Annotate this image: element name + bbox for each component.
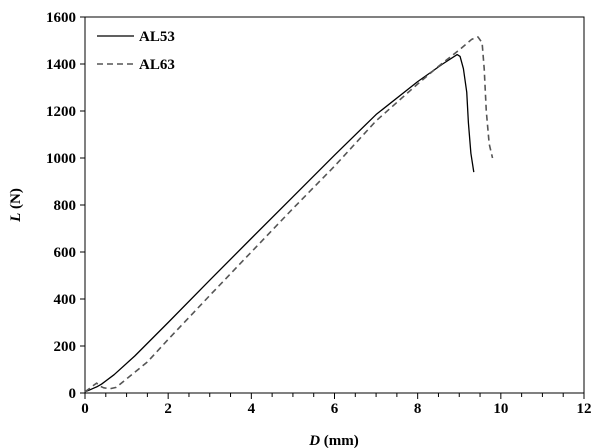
x-axis-unit: (mm) [320, 433, 359, 448]
x-tick-label: 6 [331, 401, 339, 417]
plot-frame [84, 16, 585, 394]
x-tick-label: 4 [248, 401, 256, 417]
y-tick-label: 1600 [46, 10, 76, 26]
y-axis-tick-labels: 0 200 400 600 800 1000 1200 1400 1600 [46, 10, 76, 402]
y-tick-label: 400 [54, 292, 77, 308]
y-tick-label: 1200 [46, 104, 76, 120]
x-tick-label: 12 [577, 401, 592, 417]
plot-area [84, 16, 585, 394]
legend-label-al63: AL63 [139, 57, 175, 73]
y-tick-label: 1000 [46, 151, 76, 167]
x-tick-label: 10 [493, 401, 508, 417]
x-axis-tick-labels: 0 2 4 6 8 10 12 [81, 401, 591, 417]
y-axis-var: L [8, 213, 24, 223]
y-axis-ticks [80, 16, 85, 394]
x-axis-title: D (mm) [308, 433, 359, 448]
x-tick-label: 2 [164, 401, 172, 417]
x-tick-label: 8 [414, 401, 422, 417]
legend-label-al53: AL53 [139, 29, 175, 45]
legend: AL53 AL63 [97, 29, 175, 73]
x-tick-label: 0 [81, 401, 89, 417]
y-tick-label: 200 [54, 339, 77, 355]
y-axis-unit: (N) [8, 188, 24, 213]
series-layer [84, 36, 494, 393]
y-tick-label: 0 [69, 386, 77, 402]
x-axis-var: D [308, 433, 320, 448]
y-tick-label: 800 [54, 198, 77, 214]
x-axis-ticks [84, 393, 585, 399]
y-tick-label: 600 [54, 245, 77, 261]
y-axis-title: L (N) [8, 188, 24, 223]
series-line-al63 [84, 36, 494, 393]
y-tick-label: 1400 [46, 57, 76, 73]
series-line-al53 [84, 53, 475, 393]
